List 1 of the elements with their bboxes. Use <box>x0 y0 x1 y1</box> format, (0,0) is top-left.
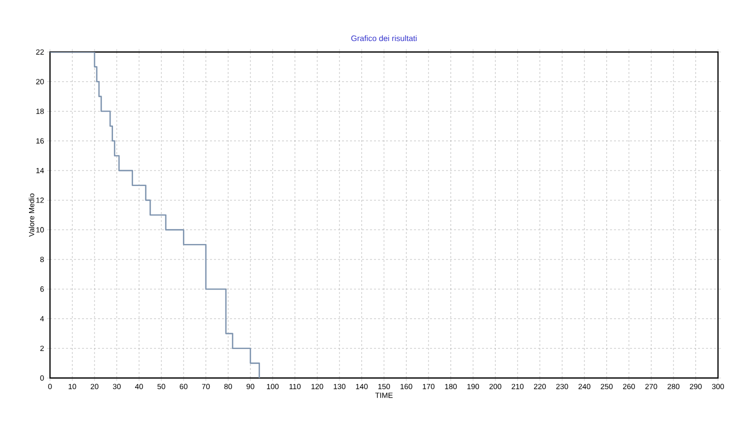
chart-title: Grafico dei risultati <box>351 35 417 42</box>
